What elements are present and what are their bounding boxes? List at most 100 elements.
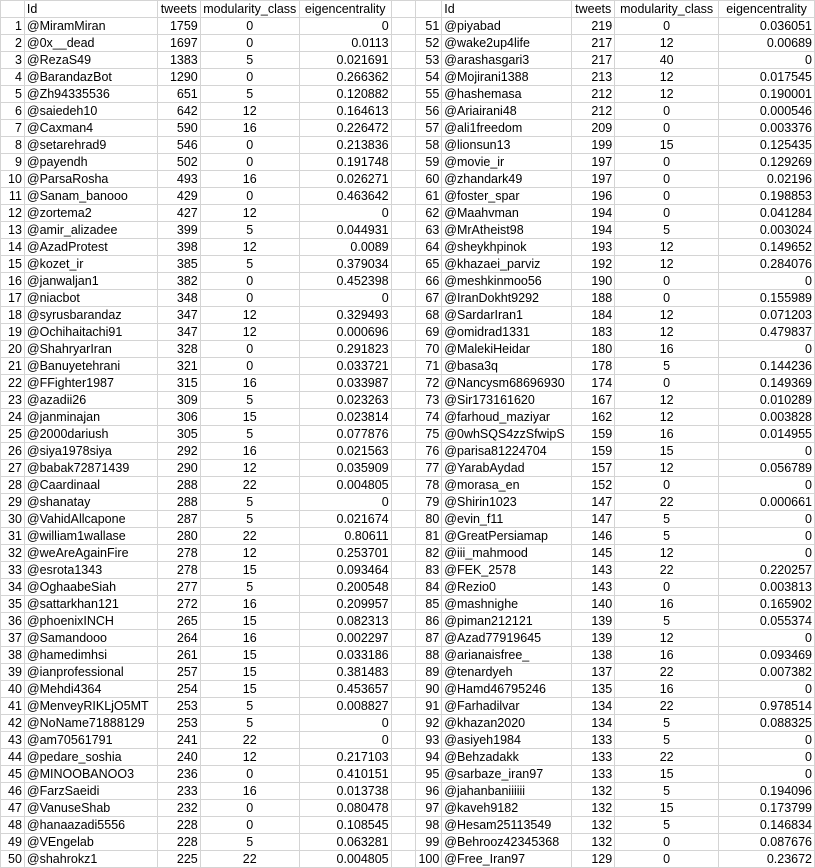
row-number[interactable]: 53: [415, 51, 443, 69]
row-number[interactable]: 63: [415, 221, 443, 239]
tweets-value[interactable]: 129: [571, 850, 616, 868]
tweets-value[interactable]: 278: [156, 544, 201, 562]
tweets-value[interactable]: 133: [571, 731, 616, 749]
modularity-value[interactable]: 5: [199, 578, 300, 596]
row-number[interactable]: 83: [415, 561, 443, 579]
row-number[interactable]: 56: [415, 102, 443, 120]
eigencentrality-value[interactable]: 0.226472: [298, 119, 392, 137]
user-id[interactable]: @pedare_soshia: [23, 748, 158, 766]
eigencentrality-value[interactable]: 0.021674: [298, 510, 392, 528]
user-id[interactable]: @FarzSaeidi: [23, 782, 158, 800]
user-id[interactable]: @tenardyeh: [441, 663, 573, 681]
eigencentrality-value[interactable]: 0.017545: [718, 68, 815, 86]
row-number[interactable]: 62: [415, 204, 443, 222]
eigencentrality-value[interactable]: 0.082313: [298, 612, 392, 630]
tweets-value[interactable]: 138: [571, 646, 616, 664]
eigencentrality-value[interactable]: 0: [718, 476, 815, 494]
eigencentrality-value[interactable]: 0.200548: [298, 578, 392, 596]
tweets-value[interactable]: 253: [156, 697, 201, 715]
user-id[interactable]: @shanatay: [23, 493, 158, 511]
gap-cell[interactable]: [390, 527, 417, 545]
eigencentrality-value[interactable]: 0.284076: [718, 255, 815, 273]
eigencentrality-value[interactable]: 0.003828: [718, 408, 815, 426]
row-number[interactable]: 41: [0, 697, 25, 715]
tweets-value[interactable]: 309: [156, 391, 201, 409]
eigencentrality-value[interactable]: 0.036051: [718, 17, 815, 35]
row-number[interactable]: 93: [415, 731, 443, 749]
row-number[interactable]: 79: [415, 493, 443, 511]
modularity-value[interactable]: 12: [614, 459, 720, 477]
modularity-value[interactable]: 22: [199, 731, 300, 749]
eigencentrality-value[interactable]: 0.026271: [298, 170, 392, 188]
row-number[interactable]: 57: [415, 119, 443, 137]
gap-cell[interactable]: [390, 442, 417, 460]
row-number[interactable]: 17: [0, 289, 25, 307]
user-id[interactable]: @amir_alizadee: [23, 221, 158, 239]
user-id[interactable]: @Farhadilvar: [441, 697, 573, 715]
row-number[interactable]: 2: [0, 34, 25, 52]
row-number[interactable]: 90: [415, 680, 443, 698]
row-number[interactable]: 19: [0, 323, 25, 341]
row-number[interactable]: 1: [0, 17, 25, 35]
user-id[interactable]: @Azad77919645: [441, 629, 573, 647]
header-rownum-cell[interactable]: [415, 0, 443, 18]
eigencentrality-value[interactable]: 0.220257: [718, 561, 815, 579]
tweets-value[interactable]: 277: [156, 578, 201, 596]
row-number[interactable]: 15: [0, 255, 25, 273]
user-id[interactable]: @ShahryarIran: [23, 340, 158, 358]
row-number[interactable]: 4: [0, 68, 25, 86]
tweets-value[interactable]: 264: [156, 629, 201, 647]
gap-cell[interactable]: [390, 357, 417, 375]
row-number[interactable]: 49: [0, 833, 25, 851]
eigencentrality-value[interactable]: 0.087676: [718, 833, 815, 851]
tweets-value[interactable]: 212: [571, 85, 616, 103]
gap-cell[interactable]: [390, 510, 417, 528]
user-id[interactable]: @MINOOBANOO3: [23, 765, 158, 783]
user-id[interactable]: @ali1freedom: [441, 119, 573, 137]
user-id[interactable]: @BarandazBot: [23, 68, 158, 86]
header-modularity[interactable]: modularity_class: [199, 0, 300, 18]
gap-cell[interactable]: [390, 748, 417, 766]
eigencentrality-value[interactable]: 0.173799: [718, 799, 815, 817]
header-tweets[interactable]: tweets: [156, 0, 201, 18]
tweets-value[interactable]: 162: [571, 408, 616, 426]
user-id[interactable]: @parisa81224704: [441, 442, 573, 460]
modularity-value[interactable]: 15: [614, 765, 720, 783]
tweets-value[interactable]: 190: [571, 272, 616, 290]
eigencentrality-value[interactable]: 0.129269: [718, 153, 815, 171]
tweets-value[interactable]: 278: [156, 561, 201, 579]
eigencentrality-value[interactable]: 0.253701: [298, 544, 392, 562]
user-id[interactable]: @IranDokht9292: [441, 289, 573, 307]
eigencentrality-value[interactable]: 0.021563: [298, 442, 392, 460]
tweets-value[interactable]: 254: [156, 680, 201, 698]
gap-cell[interactable]: [390, 629, 417, 647]
user-id[interactable]: @phoenixINCH: [23, 612, 158, 630]
modularity-value[interactable]: 12: [614, 408, 720, 426]
user-id[interactable]: @ParsaRosha: [23, 170, 158, 188]
user-id[interactable]: @payendh: [23, 153, 158, 171]
user-id[interactable]: @esrota1343: [23, 561, 158, 579]
eigencentrality-value[interactable]: 0.002297: [298, 629, 392, 647]
eigencentrality-value[interactable]: 0.194096: [718, 782, 815, 800]
row-number[interactable]: 64: [415, 238, 443, 256]
row-number[interactable]: 35: [0, 595, 25, 613]
row-number[interactable]: 61: [415, 187, 443, 205]
row-number[interactable]: 31: [0, 527, 25, 545]
tweets-value[interactable]: 232: [156, 799, 201, 817]
modularity-value[interactable]: 0: [614, 476, 720, 494]
row-number[interactable]: 8: [0, 136, 25, 154]
eigencentrality-value[interactable]: 0: [718, 51, 815, 69]
modularity-value[interactable]: 15: [199, 663, 300, 681]
row-number[interactable]: 10: [0, 170, 25, 188]
eigencentrality-value[interactable]: 0.063281: [298, 833, 392, 851]
eigencentrality-value[interactable]: 0.056789: [718, 459, 815, 477]
row-number[interactable]: 32: [0, 544, 25, 562]
user-id[interactable]: @ianprofessional: [23, 663, 158, 681]
tweets-value[interactable]: 152: [571, 476, 616, 494]
modularity-value[interactable]: 0: [614, 119, 720, 137]
tweets-value[interactable]: 1290: [156, 68, 201, 86]
tweets-value[interactable]: 217: [571, 34, 616, 52]
modularity-value[interactable]: 15: [199, 561, 300, 579]
row-number[interactable]: 81: [415, 527, 443, 545]
row-number[interactable]: 48: [0, 816, 25, 834]
